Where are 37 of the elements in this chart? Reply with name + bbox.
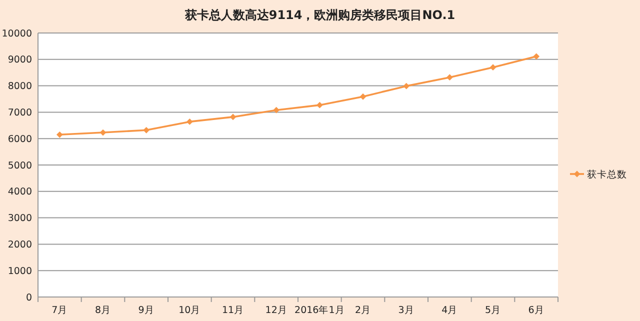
chart-title: 获卡总人数高达9114，欧洲购房类移民项目NO.1 [184, 8, 456, 22]
point [490, 64, 496, 71]
x-tick-label: 10月 [178, 305, 201, 316]
point [100, 129, 106, 136]
x-tick-label: 11月 [222, 305, 244, 316]
legend-label: 获卡总数 [587, 168, 627, 180]
y-tick-label: 6000 [8, 134, 32, 145]
point [533, 53, 540, 60]
x-tick-label: 6月 [528, 305, 544, 316]
x-tick-label: 12月 [265, 305, 288, 316]
y-tick-label: 9000 [8, 54, 32, 66]
point [186, 118, 193, 125]
y-tick-label: 1000 [8, 266, 32, 277]
y-tick-label: 4000 [8, 186, 32, 198]
x-tick-label: 5月 [484, 305, 502, 316]
point [56, 131, 63, 138]
point [273, 106, 280, 114]
x-tick-label: 9月 [138, 305, 154, 316]
point [230, 114, 236, 120]
y-tick-label: 3000 [8, 213, 32, 224]
point [446, 74, 453, 81]
point [316, 102, 323, 108]
y-tick-label: 7000 [8, 108, 32, 119]
point [403, 82, 410, 90]
y-tick-label: 10000 [2, 28, 32, 40]
x-tick-label: 2月 [354, 305, 372, 316]
y-tick-label: 5000 [8, 160, 32, 172]
y-tick-label: 0 [26, 292, 32, 304]
point [360, 93, 366, 100]
x-tick-label: 3月 [398, 305, 414, 316]
x-tick-label: 4月 [442, 305, 458, 316]
y-tick-label: 2000 [8, 240, 32, 251]
x-tick-label: 8月 [94, 305, 112, 316]
point [143, 126, 150, 134]
y-tick-label: 8000 [8, 81, 32, 92]
x-tick-label: 7月 [52, 305, 68, 316]
x-tick-label: 2016年1月 [294, 304, 345, 316]
